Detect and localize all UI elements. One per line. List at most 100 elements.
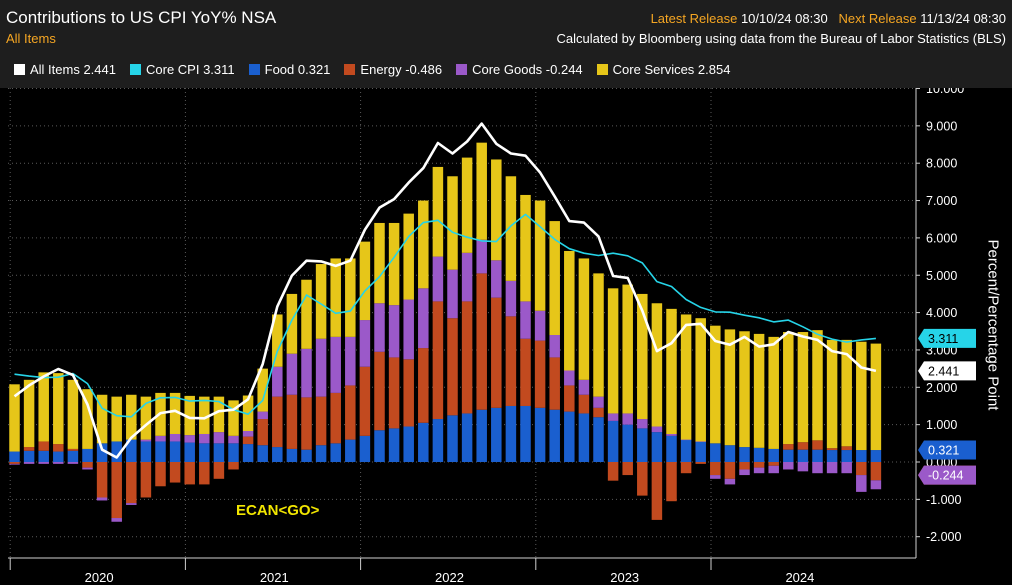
bar-segment-core-services [564,250,575,371]
bar-segment-food [622,424,633,462]
legend-item[interactable]: All Items 2.441 [14,62,116,77]
bar-segment-energy [38,441,49,451]
bar-segment-food [797,449,809,462]
bar-segment-core-services [826,339,838,449]
bar-segment-food [96,443,108,462]
bar-segment-core-goods [403,299,414,360]
bar-segment-core-services [622,284,633,414]
bar-segment-core-services [169,392,181,434]
bar-segment-food [213,443,225,462]
bar-segment-core-goods [812,462,823,474]
bar-segment-energy [82,462,93,468]
bar-segment-core-goods [447,269,458,319]
bar-segment-core-goods [67,462,79,464]
bar-segment-energy [242,436,254,445]
bar-segment-core-goods [783,462,794,470]
bar-segment-core-goods [797,462,809,472]
legend-swatch [14,64,25,75]
bar-segment-core-services [374,222,385,304]
last-value-tag [918,440,976,460]
bar-segment-core-services [637,293,648,420]
legend-swatch [596,64,608,75]
bar-segment-core-services [286,293,298,354]
bar-segment-core-services [476,142,487,240]
bar-segment-energy [111,462,122,519]
chart-title: Contributions to US CPI YoY% NSA [6,8,277,27]
legend-swatch [456,64,468,75]
bar-segment-food [476,409,487,462]
bar-segment-food [301,449,312,462]
bar-segment-food [432,419,444,462]
bar-segment-core-services [739,331,750,448]
bar-segment-core-services [257,368,268,412]
bar-segment-food [870,450,882,462]
bar-segment-energy [418,348,429,423]
legend-item[interactable]: Energy -0.486 [344,62,442,77]
bar-segment-core-services [593,273,604,397]
last-value-tag [918,361,976,381]
bar-segment-core-services [680,314,692,440]
bar-segment-core-services [330,258,341,337]
bar-segment-food [783,449,794,462]
bar-segment-core-goods [330,336,341,393]
y-axis-title-text: Percent/Percentage Point [984,239,1002,411]
x-tick-label: 2024 [785,570,814,585]
bar-segment-core-goods [155,435,166,442]
bar-segment-food [461,413,473,462]
legend-item[interactable]: Core Goods -0.244 [456,62,583,77]
bar-segment-core-goods [739,469,750,476]
bar-segment-core-goods [666,433,677,436]
bar-segment-food [286,448,298,462]
bar-segment-energy [345,385,356,440]
bar-segment-energy [9,462,20,464]
bar-segment-food [67,450,79,462]
legend-label: All Items 2.441 [30,62,116,77]
bar-segment-energy [315,396,327,446]
bar-segment-core-services [82,389,93,449]
last-value-tag-label: 0.321 [928,444,959,458]
bar-segment-energy [301,397,312,450]
bar-segment-core-goods [680,439,692,441]
bar-segment-food [330,443,341,462]
bar-segment-food [140,441,152,462]
bar-segment-energy [549,357,560,410]
bar-segment-core-services [447,176,458,270]
bar-segment-food [505,405,517,462]
bar-segment-core-services [578,258,590,380]
bar-segment-food [418,422,429,462]
bar-segment-energy [432,301,444,420]
bar-segment-energy [826,448,838,451]
legend-item[interactable]: Core CPI 3.311 [130,62,235,77]
legend-item[interactable]: Food 0.321 [248,62,331,77]
bar-segment-core-goods [856,475,867,492]
legend-label: Food 0.321 [264,62,331,77]
bar-segment-food [126,439,137,462]
bar-segment-core-goods [476,239,487,274]
bar-segment-core-services [388,222,400,306]
bar-segment-food [637,428,648,462]
bar-segment-core-services [67,379,79,449]
bar-segment-core-goods [82,467,93,470]
chart-subtitle[interactable]: All Items [6,31,56,46]
bar-segment-core-services [272,314,283,367]
bar-segment-food [549,409,560,462]
bar-segment-energy [578,394,590,414]
bar-segment-energy [695,462,706,464]
bar-segment-energy [359,366,371,436]
bar-segment-energy [666,462,677,502]
bar-segment-energy [637,462,648,496]
bar-segment-energy [184,462,195,485]
bar-segment-core-services [315,264,327,339]
bar-segment-core-goods [111,518,122,522]
last-value-tag-label: 2.441 [928,364,959,378]
legend-item[interactable]: Core Services 2.854 [596,62,730,77]
bar-segment-core-services [783,332,794,445]
bar-segment-food [111,441,122,462]
bar-segment-core-goods [505,280,517,317]
bar-segment-food [388,428,400,462]
bar-segment-core-services [461,157,473,253]
bar-segment-energy [213,462,225,479]
bar-segment-core-goods [228,435,239,444]
bar-segment-core-goods [461,252,473,302]
bar-segment-energy [593,407,604,418]
